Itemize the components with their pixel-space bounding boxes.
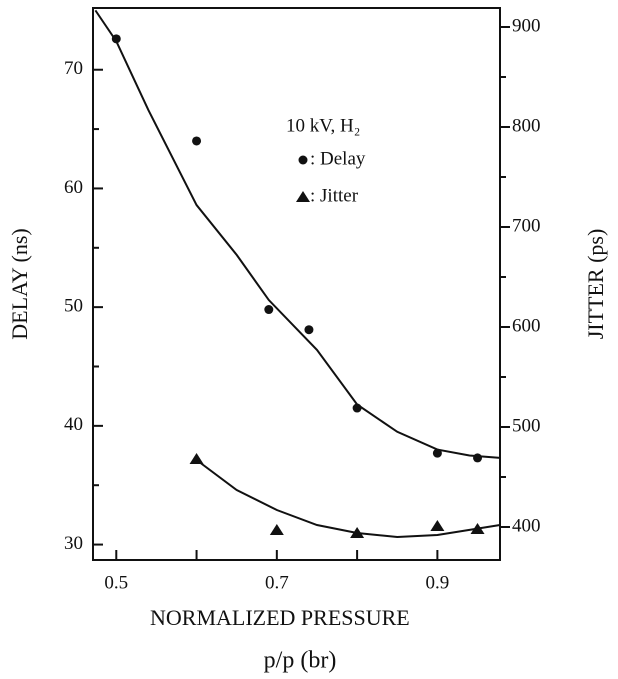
fit-curve [195, 459, 501, 539]
annotation: 10 kV, H₂ [286, 115, 360, 136]
dot-marker [264, 305, 274, 315]
x-axis-label: NORMALIZED PRESSURE [150, 605, 410, 630]
dot-marker [111, 34, 121, 44]
y-tick-label: 40 [64, 414, 83, 435]
y-tick-label: 60 [64, 177, 83, 198]
triangle-marker [470, 523, 485, 534]
y2-tick-label: 800 [512, 115, 541, 136]
fit-curve [94, 9, 501, 459]
x-axis-label: p/p (br) [264, 648, 337, 674]
legend-marker [298, 155, 308, 165]
dot-marker [473, 453, 483, 463]
triangle-marker [189, 453, 204, 464]
x-tick-label: 0.5 [104, 572, 128, 593]
dot-marker [352, 403, 362, 413]
y-tick-label: 30 [64, 533, 83, 554]
triangle-marker [350, 527, 365, 538]
y-tick-label: 70 [64, 58, 83, 79]
legend-label: : Delay [310, 148, 366, 169]
plot-frame [92, 7, 501, 561]
dot-marker [304, 325, 314, 335]
y-tick-label: 50 [64, 296, 83, 317]
x-tick-label: 0.9 [426, 572, 450, 593]
legend-marker [296, 191, 310, 202]
x-tick-label: 0.7 [265, 572, 289, 593]
dot-marker [192, 136, 202, 146]
triangle-marker [269, 524, 284, 535]
y2-tick-label: 900 [512, 15, 541, 36]
y2-tick-label: 400 [512, 515, 541, 536]
triangle-marker [430, 520, 445, 531]
y2-axis-label: JITTER (ps) [583, 229, 608, 340]
dot-marker [432, 448, 442, 458]
y-axis-label: DELAY (ns) [7, 228, 32, 339]
y2-tick-label: 600 [512, 315, 541, 336]
legend-label: : Jitter [310, 185, 359, 206]
y2-tick-label: 700 [512, 215, 541, 236]
y2-tick-label: 500 [512, 415, 541, 436]
